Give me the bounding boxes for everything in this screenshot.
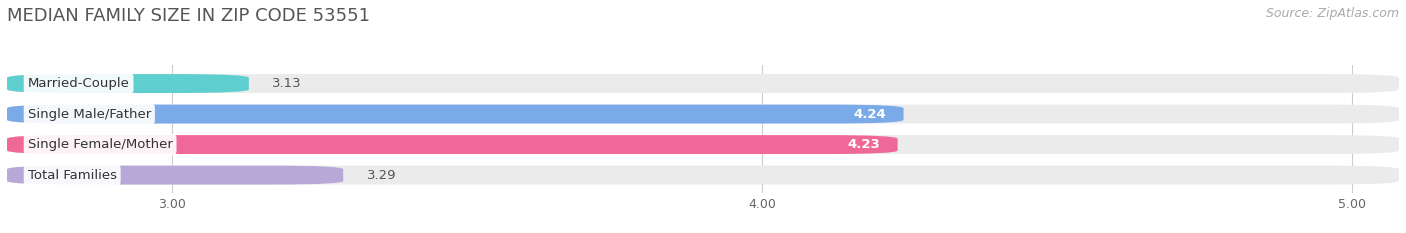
Text: Single Female/Mother: Single Female/Mother [28,138,173,151]
FancyBboxPatch shape [7,135,897,154]
Text: 4.24: 4.24 [853,108,886,120]
Text: Total Families: Total Families [28,169,117,182]
FancyBboxPatch shape [7,135,1399,154]
Text: 3.13: 3.13 [273,77,302,90]
FancyBboxPatch shape [7,166,1399,185]
FancyBboxPatch shape [7,105,904,123]
FancyBboxPatch shape [7,166,343,185]
Text: Single Male/Father: Single Male/Father [28,108,150,120]
Text: Source: ZipAtlas.com: Source: ZipAtlas.com [1265,7,1399,20]
FancyBboxPatch shape [7,105,1399,123]
Text: 3.29: 3.29 [367,169,396,182]
Text: Married-Couple: Married-Couple [28,77,129,90]
Text: MEDIAN FAMILY SIZE IN ZIP CODE 53551: MEDIAN FAMILY SIZE IN ZIP CODE 53551 [7,7,370,25]
FancyBboxPatch shape [7,74,249,93]
Text: 4.23: 4.23 [848,138,880,151]
FancyBboxPatch shape [7,74,1399,93]
